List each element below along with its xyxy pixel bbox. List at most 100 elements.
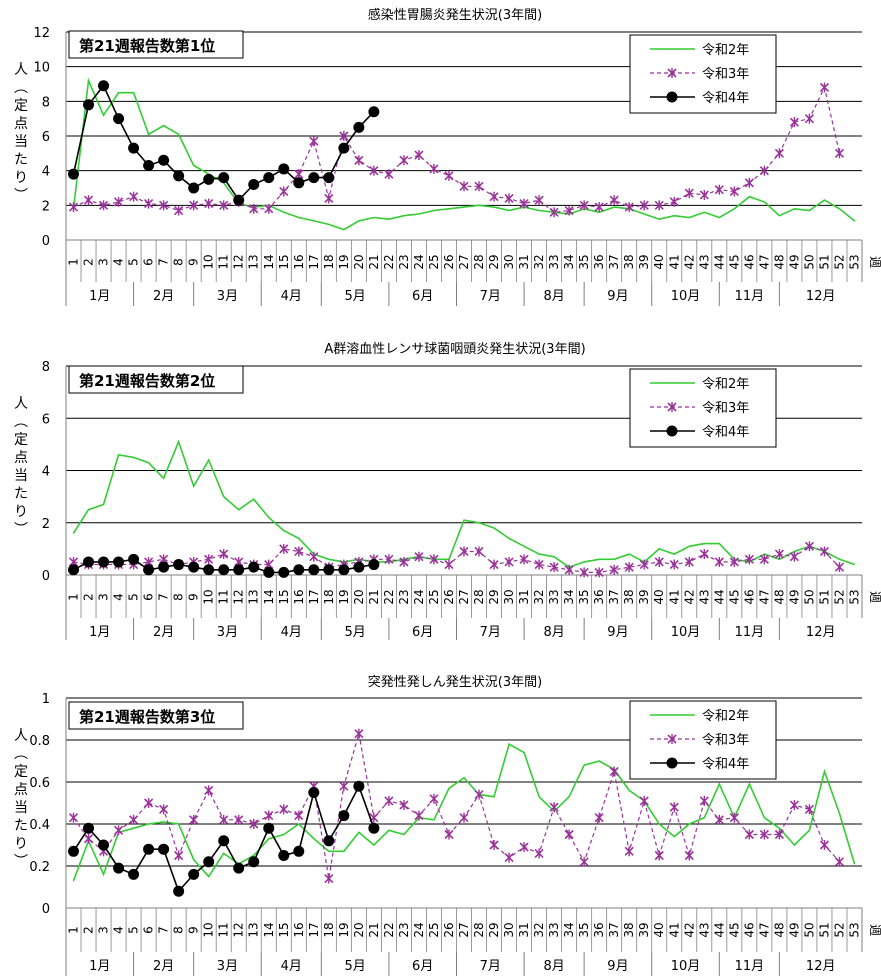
week-label: 10 — [202, 254, 216, 269]
week-label: 24 — [412, 254, 426, 269]
month-label: 1月 — [89, 625, 110, 640]
r4-marker — [143, 159, 155, 171]
r2-point — [703, 817, 705, 819]
week-label: 47 — [757, 254, 771, 269]
r2-point — [148, 823, 150, 825]
legend-dot — [666, 91, 678, 103]
month-label: 6月 — [412, 959, 433, 974]
week-label: 48 — [772, 254, 786, 269]
month-label: 7月 — [480, 959, 501, 974]
week-label: 3 — [97, 926, 111, 934]
week-label: 30 — [502, 254, 516, 269]
rank-label-box: 第21週報告数第2位 — [68, 365, 244, 394]
week-label: 32 — [532, 922, 546, 937]
y-tick-label: 0.6 — [29, 776, 50, 791]
r4-marker — [338, 810, 350, 822]
week-label: 34 — [562, 922, 576, 937]
week-label: 45 — [727, 254, 741, 269]
week-label: 26 — [442, 254, 456, 269]
week-label: 25 — [427, 589, 441, 604]
month-label: 6月 — [412, 289, 433, 304]
week-label: 39 — [637, 589, 651, 604]
r4-marker — [278, 566, 290, 578]
week-label: 3 — [97, 258, 111, 266]
y-tick-label: 4 — [42, 465, 50, 480]
series-line — [73, 733, 840, 879]
week-label: 11 — [217, 589, 231, 604]
r2-point — [72, 532, 75, 534]
r4-marker — [173, 170, 185, 182]
r4-marker — [68, 168, 80, 180]
r2-point — [658, 548, 660, 550]
r4-marker — [233, 564, 245, 576]
y-axis-label-char: 人 — [14, 396, 28, 412]
y-tick-label: 2 — [42, 517, 50, 532]
r2-point — [358, 831, 360, 834]
week-label: 12 — [232, 922, 246, 937]
y-tick-label: 0 — [42, 902, 50, 917]
legend-label: 令和4年 — [702, 91, 749, 106]
r4-marker — [233, 862, 245, 874]
week-label: 52 — [832, 589, 846, 604]
week-label: 47 — [757, 922, 771, 937]
r2-point — [148, 462, 150, 464]
month-label: 3月 — [217, 289, 238, 304]
r4-marker — [248, 179, 260, 191]
series-4 — [68, 553, 380, 578]
week-label: 8 — [172, 593, 186, 601]
r4-marker — [323, 835, 335, 847]
r4-marker — [98, 556, 110, 568]
week-label: 35 — [577, 922, 591, 937]
week-label: 40 — [652, 922, 666, 937]
week-label: 44 — [712, 589, 726, 604]
r4-marker — [263, 822, 275, 834]
r2-point — [117, 454, 120, 456]
r4-marker — [338, 142, 350, 154]
r2-point — [598, 558, 600, 560]
week-label: 37 — [607, 922, 621, 937]
r2-point — [433, 209, 435, 212]
y-tick-label: 8 — [42, 95, 50, 110]
r2-point — [508, 537, 510, 540]
week-label: 19 — [337, 589, 351, 604]
y-tick-label: 4 — [42, 165, 50, 180]
month-label: 7月 — [480, 289, 501, 304]
r2-point — [673, 836, 675, 838]
week-label: 18 — [322, 254, 336, 269]
r2-point — [283, 529, 285, 532]
week-label: 26 — [442, 589, 456, 604]
week-label: 41 — [667, 922, 681, 937]
r2-point — [268, 838, 270, 840]
r4-marker — [293, 845, 305, 857]
r2-point — [343, 229, 345, 231]
rank-label: 第21週報告数第1位 — [79, 37, 215, 55]
r2-point — [823, 770, 826, 773]
week-label: 29 — [487, 589, 501, 604]
legend-label: 令和2年 — [702, 709, 749, 724]
r4-marker — [68, 564, 80, 576]
r4-marker — [203, 564, 215, 576]
r2-point — [538, 796, 540, 798]
week-label: 49 — [787, 922, 801, 937]
r2-point — [688, 216, 690, 219]
y-axis-label-char: 定 — [14, 764, 28, 780]
week-label: 24 — [412, 589, 426, 604]
week-label: 51 — [817, 589, 831, 604]
r2-point — [718, 543, 720, 545]
month-label: 6月 — [412, 625, 433, 640]
week-label: 40 — [652, 254, 666, 269]
week-label: 20 — [352, 254, 366, 269]
week-label: 48 — [772, 922, 786, 937]
week-label: 13 — [247, 922, 261, 937]
r4-marker — [143, 564, 155, 576]
week-label: 8 — [172, 258, 186, 266]
r2-point — [418, 213, 420, 215]
r4-marker — [188, 182, 200, 194]
r4-marker — [323, 564, 335, 576]
week-label: 1 — [67, 593, 81, 601]
week-label: 33 — [547, 254, 561, 269]
week-label: 39 — [637, 922, 651, 937]
r2-point — [193, 485, 195, 487]
r2-point — [148, 133, 150, 135]
week-label: 8 — [172, 926, 186, 934]
